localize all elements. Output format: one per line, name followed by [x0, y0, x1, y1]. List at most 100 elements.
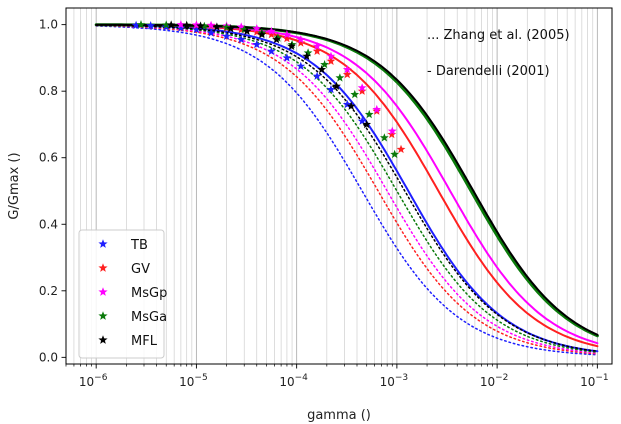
x-axis-label: gamma () — [307, 408, 371, 423]
marker-msga — [335, 73, 345, 82]
marker-tb — [252, 40, 262, 49]
y-tick-label: 0.8 — [39, 84, 58, 98]
marker-msga — [364, 109, 374, 119]
annotation-darendelli: - Darendelli (2001) — [427, 64, 550, 79]
x-tick-label: 10−6 — [79, 373, 108, 389]
legend-marker-msgp — [98, 287, 108, 296]
marker-msgp — [312, 41, 322, 50]
marker-msga — [222, 22, 231, 31]
marker-msgp — [267, 26, 276, 35]
marker-mfl — [257, 30, 267, 39]
marker-mfl — [242, 26, 252, 35]
marker-msga — [136, 20, 146, 29]
legend-marker-gv — [98, 263, 108, 272]
legend-label-msgp: MsGp — [131, 286, 167, 301]
marker-tb — [267, 46, 276, 55]
marker-msga — [273, 33, 283, 42]
tick-layer: 10−6 10−5 10−4 10−3 10−2 10−1 0.0 0.2 0.4 0.6 0.8 1… — [39, 18, 609, 389]
grid-layer — [65, 8, 598, 364]
x-tick-label: 10−3 — [380, 373, 409, 389]
legend-marker-tb — [98, 239, 108, 248]
x-tick-label: 10−1 — [580, 373, 609, 389]
x-tick-label: 10−5 — [179, 373, 208, 389]
marker-msgp — [357, 83, 367, 92]
marker-gv — [296, 38, 306, 47]
y-axis-label: G/Gmax () — [7, 152, 22, 219]
marker-tb — [342, 99, 352, 109]
marker-mfl — [362, 119, 372, 129]
legend-box — [78, 229, 165, 359]
marker-tb — [236, 35, 246, 44]
marker-gv — [282, 34, 292, 43]
marker-msgp — [296, 35, 306, 44]
marker-msga — [200, 21, 209, 30]
marker-msgp — [372, 104, 382, 114]
marker-mfl — [212, 22, 222, 31]
x-tick-label: 10−4 — [279, 373, 308, 389]
marker-msgp — [326, 51, 336, 60]
zhang-curve-gv — [95, 24, 599, 355]
legend-label-gv: GV — [131, 262, 150, 277]
marker-tb — [296, 61, 306, 70]
marker-tb — [326, 84, 336, 94]
marker-msgp — [176, 20, 186, 29]
marker-msgp — [252, 24, 262, 33]
marker-layer — [131, 20, 406, 159]
marker-gv — [387, 129, 397, 139]
annotation-zhang: ... Zhang et al. (2005) — [427, 28, 570, 43]
marker-msga — [161, 20, 171, 29]
marker-msgp — [236, 22, 246, 31]
zhang-curve-mfl — [95, 24, 599, 352]
marker-gv — [396, 144, 406, 154]
marker-tb — [312, 71, 322, 80]
marker-mfl — [346, 101, 356, 110]
y-tick-label: 0.4 — [39, 217, 58, 231]
marker-tb — [176, 23, 186, 32]
legend-label-tb: TB — [130, 238, 148, 253]
marker-mfl — [317, 65, 327, 74]
legend-label-msga: MsGa — [131, 310, 167, 325]
marker-msga — [239, 25, 249, 34]
marker-msgp — [342, 65, 352, 74]
marker-msga — [390, 149, 399, 159]
zhang-curve-tb — [95, 25, 599, 356]
zhang-curve-msgp — [95, 24, 599, 354]
marker-gv — [252, 27, 262, 36]
marker-mfl — [196, 21, 205, 30]
legend-label-mfl: MFL — [131, 334, 158, 349]
marker-mfl — [182, 20, 192, 29]
y-tick-label: 0.0 — [39, 350, 58, 364]
marker-gv — [342, 69, 352, 79]
marker-mfl — [332, 81, 341, 90]
marker-mfl — [287, 41, 296, 50]
x-tick-label: 10−2 — [480, 373, 509, 389]
marker-mfl — [302, 51, 312, 60]
marker-msga — [303, 48, 313, 57]
legend-marker-msga — [98, 311, 108, 320]
marker-msgp — [282, 30, 292, 39]
marker-gv — [267, 30, 276, 39]
legend: TB GV MsGp MsGa MFL — [78, 229, 167, 359]
marker-tb — [146, 21, 156, 30]
marker-gv — [312, 46, 322, 55]
marker-msgp — [206, 20, 216, 29]
marker-mfl — [272, 35, 281, 44]
marker-msgp — [387, 126, 397, 135]
marker-mfl — [166, 20, 176, 29]
legend-marker-mfl — [98, 335, 108, 344]
marker-gv — [357, 86, 367, 95]
marker-tb — [131, 20, 141, 29]
marker-gv — [326, 56, 336, 65]
marker-msga — [380, 133, 389, 142]
marker-tb — [222, 31, 231, 40]
marker-tb — [192, 25, 201, 34]
marker-tb — [282, 53, 292, 62]
plot-frame — [65, 7, 613, 365]
y-tick-label: 0.6 — [39, 151, 58, 165]
marker-tb — [357, 116, 367, 125]
marker-tb — [206, 28, 216, 37]
marker-msga — [320, 60, 329, 69]
y-tick-label: 0.2 — [39, 284, 58, 298]
y-tick-label: 1.0 — [39, 18, 58, 32]
